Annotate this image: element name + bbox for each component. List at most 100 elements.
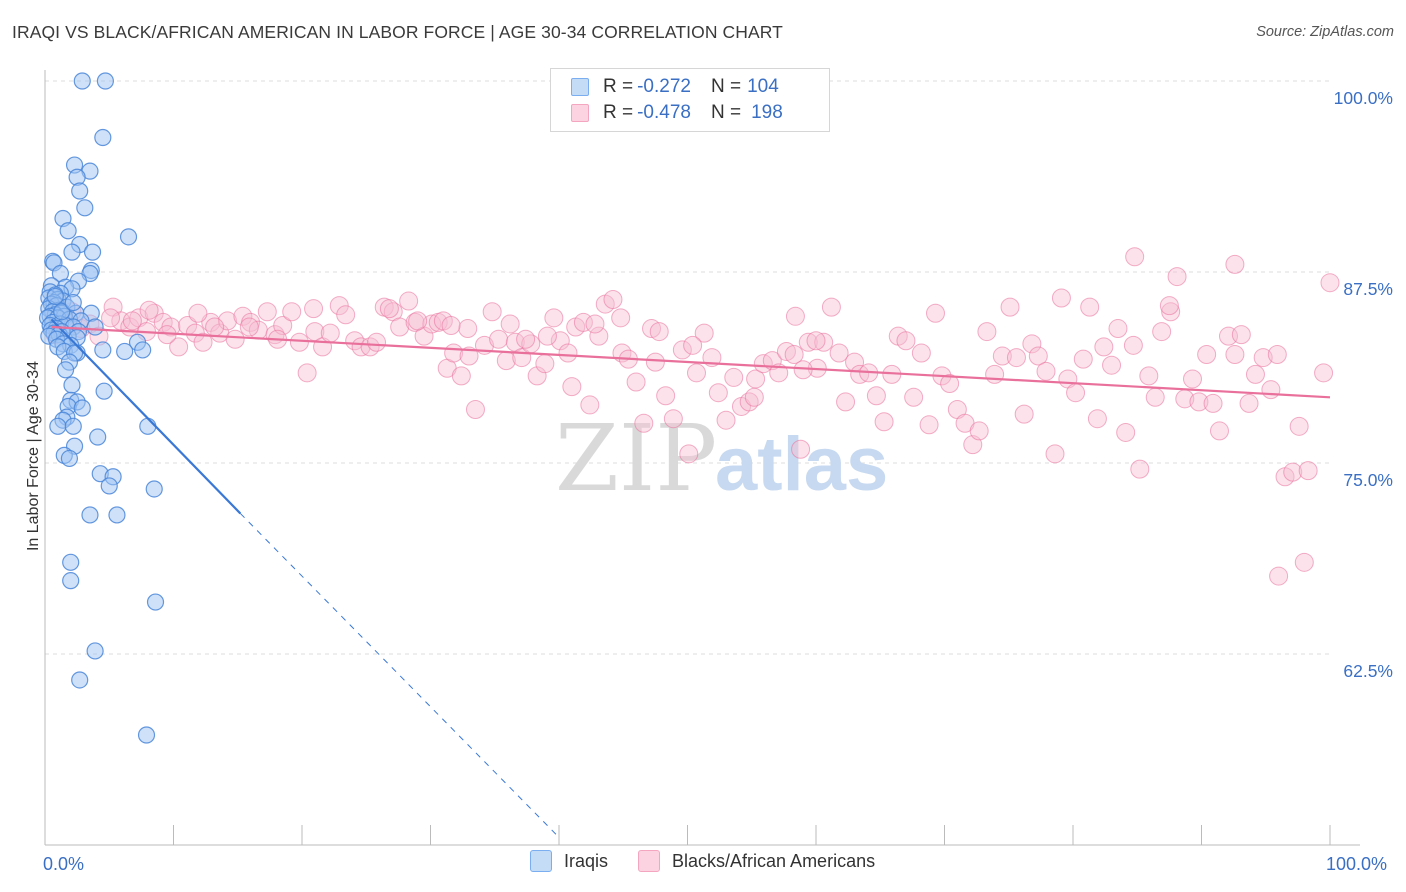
data-point-blacks xyxy=(896,331,916,351)
series-iraqis-points xyxy=(38,72,165,744)
data-point-blacks xyxy=(926,303,946,323)
series-blacks-points xyxy=(45,247,1340,586)
data-point-blacks xyxy=(1022,334,1042,354)
data-point-blacks xyxy=(649,322,669,342)
y-tick-labels: 100.0% 87.5% 75.0% 62.5% xyxy=(1334,88,1393,681)
data-point-blacks xyxy=(716,410,736,430)
data-point-blacks xyxy=(217,311,237,331)
data-point-blacks xyxy=(1261,380,1281,400)
series-legend: Iraqis Blacks/African Americans xyxy=(530,850,905,872)
data-point-blacks xyxy=(1051,288,1071,308)
data-point-iraqis xyxy=(116,342,134,361)
y-tick-label: 75.0% xyxy=(1343,470,1393,490)
data-point-blacks xyxy=(399,291,419,311)
data-point-iraqis xyxy=(146,593,165,611)
data-point-iraqis xyxy=(53,303,71,321)
data-point-blacks xyxy=(1245,364,1265,384)
data-point-blacks xyxy=(985,364,1005,384)
data-point-blacks xyxy=(708,383,728,403)
data-point-blacks xyxy=(769,363,789,383)
data-point-blacks xyxy=(793,360,813,380)
legend-swatch-blacks xyxy=(571,104,589,122)
data-point-iraqis xyxy=(76,199,94,217)
data-point-blacks xyxy=(874,412,894,432)
data-point-blacks xyxy=(1197,345,1217,365)
legend-row-blacks: R = -0.478 N = 198 xyxy=(571,100,783,126)
data-point-blacks xyxy=(282,302,302,322)
data-point-blacks xyxy=(814,332,834,352)
data-point-blacks xyxy=(1253,348,1273,368)
data-point-blacks xyxy=(940,374,960,394)
data-point-blacks xyxy=(459,346,479,366)
data-point-blacks xyxy=(821,297,841,317)
data-point-blacks xyxy=(1294,552,1314,572)
data-point-blacks xyxy=(829,343,849,363)
data-point-blacks xyxy=(1167,267,1187,287)
data-point-blacks xyxy=(289,332,309,352)
legend-row-iraqis: R = -0.272 N = 104 xyxy=(571,74,779,100)
data-point-iraqis xyxy=(60,449,79,468)
data-point-blacks xyxy=(1203,393,1223,413)
data-point-blacks xyxy=(791,439,811,459)
data-point-iraqis xyxy=(145,480,163,498)
data-point-iraqis xyxy=(62,553,80,571)
data-point-blacks xyxy=(919,415,939,435)
data-point-iraqis xyxy=(71,182,89,200)
data-point-blacks xyxy=(1231,325,1251,345)
trendlines xyxy=(50,318,1331,838)
legend-r-label: R = xyxy=(603,102,634,123)
data-point-blacks xyxy=(686,363,706,383)
data-point-iraqis xyxy=(94,341,112,359)
data-point-blacks xyxy=(866,386,886,406)
data-point-blacks xyxy=(101,308,121,328)
legend-item-iraqis[interactable]: Iraqis xyxy=(530,850,608,872)
data-point-blacks xyxy=(304,299,324,319)
data-point-blacks xyxy=(320,323,340,343)
gridlines xyxy=(45,80,1330,655)
data-point-blacks xyxy=(911,343,931,363)
data-point-blacks xyxy=(1000,297,1020,317)
data-point-blacks xyxy=(205,317,225,337)
data-point-blacks xyxy=(1116,422,1136,442)
data-point-blacks xyxy=(535,354,555,374)
data-point-blacks xyxy=(1130,459,1150,479)
data-point-iraqis xyxy=(63,376,81,394)
data-point-blacks xyxy=(444,343,464,363)
data-point-blacks xyxy=(329,296,349,316)
chart-source: Source: ZipAtlas.com xyxy=(1256,24,1394,40)
data-point-blacks xyxy=(297,363,317,383)
trendline-iraqis xyxy=(50,318,242,515)
x-tick-label-max: 100.0% xyxy=(1326,854,1388,874)
data-point-blacks xyxy=(408,311,428,331)
data-point-blacks xyxy=(1225,254,1245,274)
data-point-blacks xyxy=(806,331,826,351)
data-point-blacks xyxy=(451,366,471,386)
data-point-blacks xyxy=(225,329,245,349)
data-point-blacks xyxy=(679,444,699,464)
data-point-blacks xyxy=(489,329,509,349)
chart-title: IRAQI VS BLACK/AFRICAN AMERICAN IN LABOR… xyxy=(12,22,783,42)
data-point-iraqis xyxy=(46,287,64,306)
data-point-blacks xyxy=(904,387,924,407)
data-point-blacks xyxy=(634,413,654,433)
data-point-blacks xyxy=(1209,421,1229,441)
data-point-blacks xyxy=(537,326,557,346)
axes xyxy=(44,70,1360,846)
y-tick-label: 100.0% xyxy=(1334,88,1393,108)
data-point-iraqis xyxy=(100,477,118,495)
legend-n-value: 198 xyxy=(751,102,783,123)
data-point-blacks xyxy=(550,331,570,351)
data-point-iraqis xyxy=(95,382,113,400)
data-point-blacks xyxy=(836,392,856,412)
legend-item-blacks[interactable]: Blacks/African Americans xyxy=(638,850,875,872)
data-point-iraqis xyxy=(59,222,77,240)
data-point-blacks xyxy=(1239,393,1259,413)
data-point-blacks xyxy=(465,400,485,420)
data-point-blacks xyxy=(1087,409,1107,429)
legend-n-label: N = xyxy=(710,102,742,123)
data-point-blacks xyxy=(1006,348,1026,368)
data-point-blacks xyxy=(558,343,578,363)
data-point-blacks xyxy=(496,351,516,371)
data-point-blacks xyxy=(1125,247,1145,267)
data-point-blacks xyxy=(139,300,159,320)
